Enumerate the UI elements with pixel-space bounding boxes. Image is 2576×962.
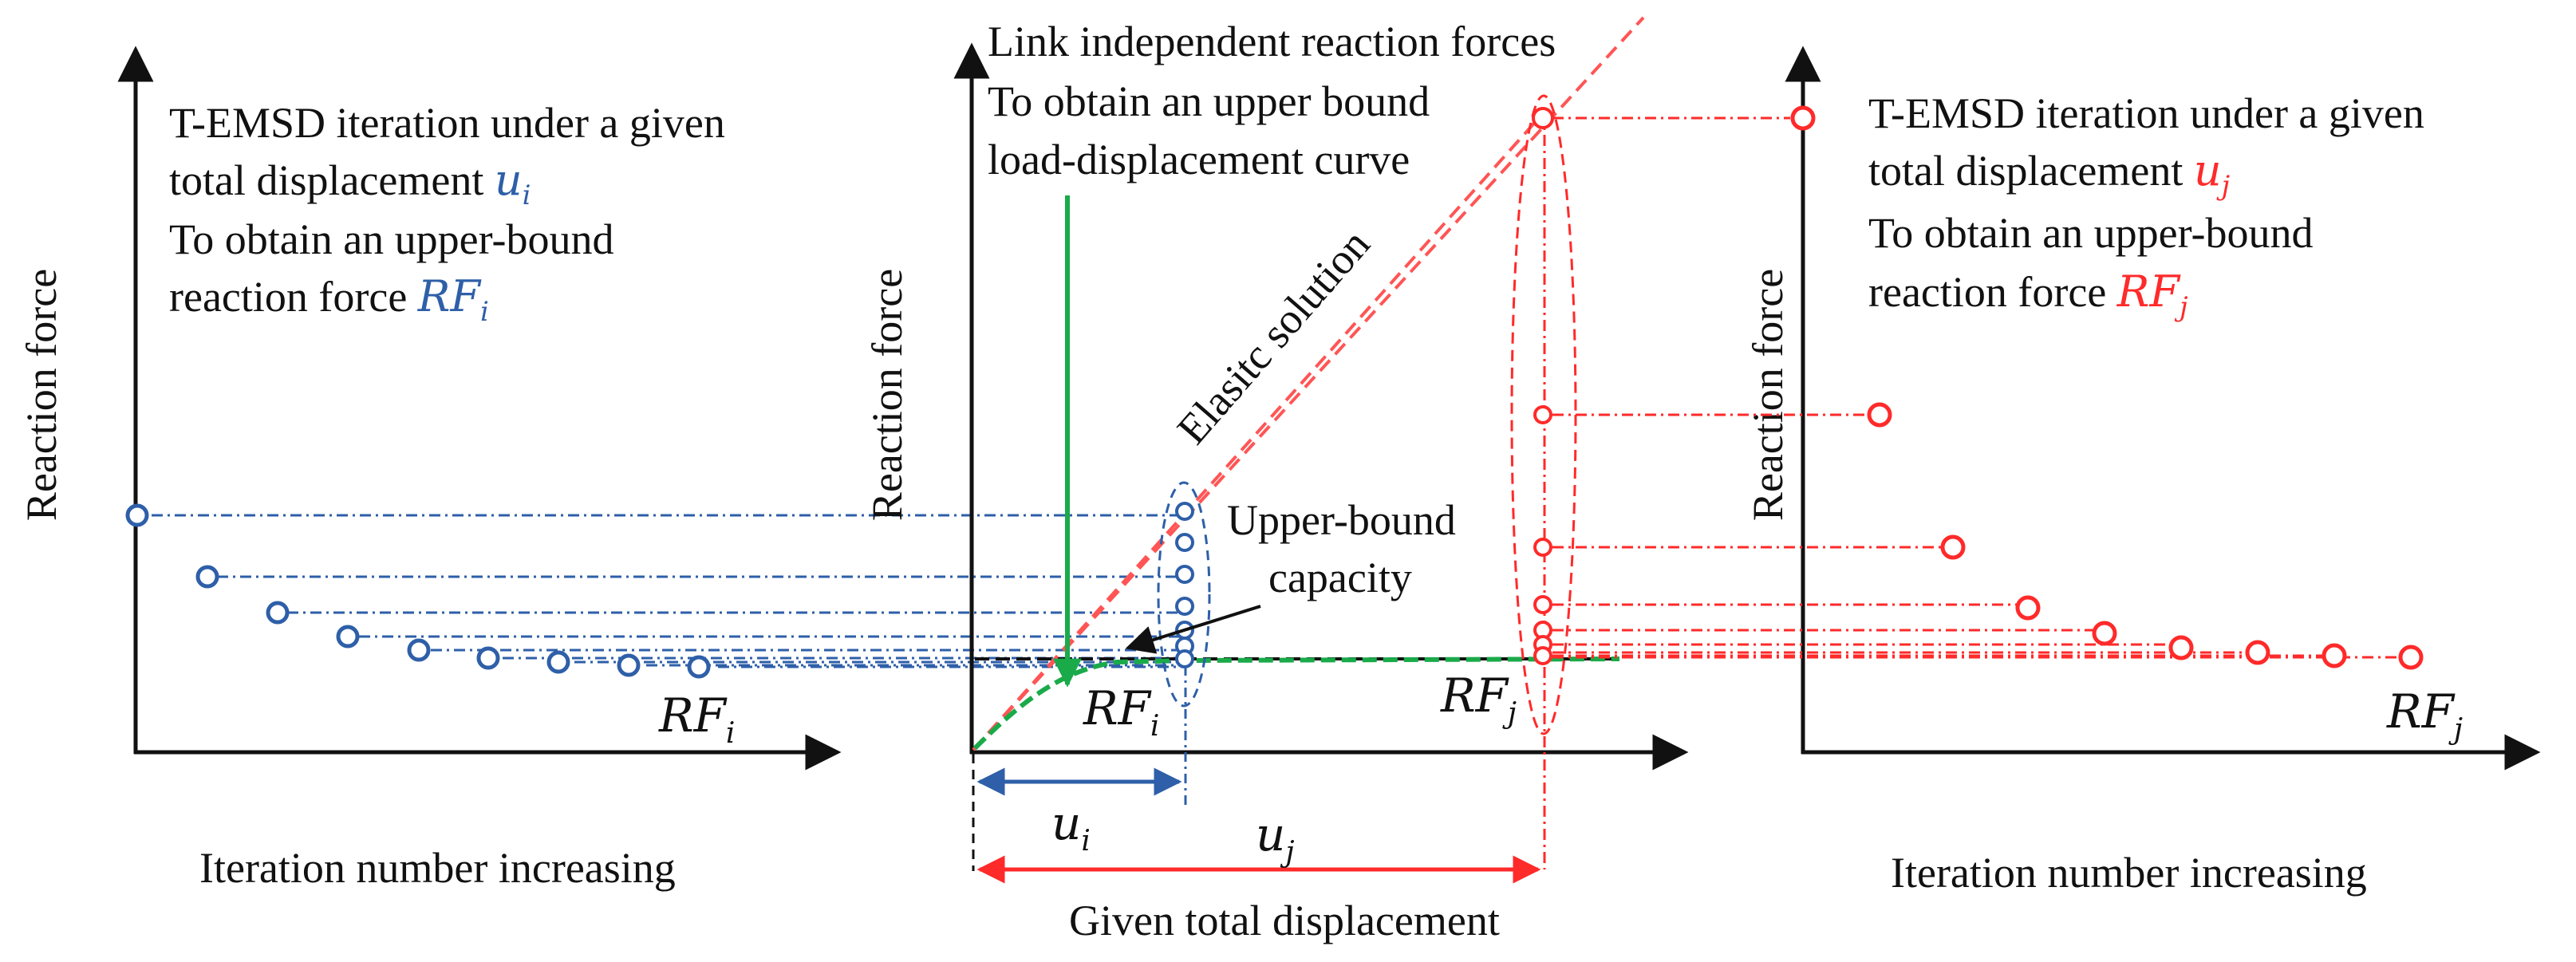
- uj-point: [1533, 405, 1552, 424]
- right-desc-line3: To obtain an upper-bound: [1868, 209, 2314, 257]
- left-point: [546, 650, 570, 674]
- left-series-label: RFi: [658, 688, 735, 750]
- middle-xlabel: Given total displacement: [1069, 897, 1500, 944]
- middle-panel: Reaction force Given total displacement …: [863, 16, 1689, 944]
- left-desc-line3: To obtain an upper-bound: [169, 215, 614, 263]
- right-point: [1790, 105, 1816, 131]
- capacity-label-line1: Upper-bound: [1227, 496, 1456, 544]
- left-desc-line1: T-EMSD iteration under a given: [169, 99, 725, 147]
- ui-cluster-ellipse: [1157, 481, 1211, 708]
- left-point: [336, 625, 360, 649]
- ui-point: [1175, 597, 1194, 616]
- uj-point: [1532, 107, 1554, 129]
- left-point: [617, 653, 641, 677]
- left-iteration-points: [125, 503, 711, 679]
- uj-point: [1533, 595, 1552, 614]
- capacity-label-line2: capacity: [1268, 554, 1412, 601]
- right-point: [2168, 635, 2194, 660]
- elastic-solution-line: [972, 16, 1645, 751]
- left-desc-line4: reaction force RFi: [169, 271, 489, 328]
- ui-label: ui: [1051, 796, 1091, 858]
- middle-title-line2: To obtain an upper bound: [988, 77, 1430, 125]
- ui-point: [1175, 649, 1194, 668]
- ui-point: [1175, 502, 1194, 521]
- ui-points: [1175, 502, 1194, 668]
- left-point: [407, 638, 431, 662]
- right-point: [1867, 402, 1892, 428]
- left-point: [266, 601, 290, 625]
- middle-ylabel: Reaction force: [863, 269, 911, 521]
- uj-points: [1532, 107, 1554, 665]
- right-point: [1940, 534, 1966, 560]
- right-point: [2322, 643, 2347, 668]
- right-point: [2092, 621, 2117, 646]
- uj-label: uj: [1256, 807, 1295, 869]
- right-point: [2015, 595, 2041, 621]
- middle-rfj-label: RFj: [1440, 668, 1517, 730]
- middle-rfi-label: RFi: [1083, 681, 1159, 743]
- uj-point: [1533, 538, 1552, 557]
- right-panel: Reaction force Iteration number increasi…: [1552, 45, 2541, 897]
- right-xlabel: Iteration number increasing: [1891, 849, 2367, 897]
- right-desc-line2: total displacement uj: [1868, 145, 2231, 202]
- right-desc-line4: reaction force RFj: [1868, 266, 2188, 323]
- left-point: [125, 503, 149, 527]
- ui-point: [1175, 565, 1194, 584]
- left-xlabel: Iteration number increasing: [199, 844, 676, 892]
- left-point: [687, 655, 711, 679]
- left-point: [195, 565, 219, 589]
- right-ylabel: Reaction force: [1744, 269, 1792, 521]
- capacity-arrow: [1125, 605, 1261, 654]
- right-desc-line1: T-EMSD iteration under a given: [1868, 89, 2424, 137]
- left-ylabel: Reaction force: [18, 269, 65, 521]
- left-guide-lines: [152, 514, 1185, 668]
- left-point: [476, 646, 500, 670]
- load-displacement-curve: [972, 656, 1620, 751]
- elastic-solution-line-2: [972, 110, 1546, 751]
- elastic-solution-label: Elasitc solution: [1168, 220, 1379, 453]
- left-panel: Reaction force Iteration number increasi…: [18, 45, 1185, 892]
- middle-title-line1: Link independent reaction forces: [988, 18, 1556, 65]
- uj-point: [1533, 646, 1552, 665]
- right-point: [2245, 640, 2270, 665]
- right-guide-lines: [1552, 116, 2398, 659]
- left-desc-line2: total displacement ui: [169, 155, 531, 211]
- right-iteration-points: [1790, 105, 2424, 670]
- right-point: [2398, 645, 2424, 670]
- ui-point: [1175, 533, 1194, 552]
- right-series-label: RFj: [2386, 684, 2463, 746]
- middle-title-line3: load-displacement curve: [988, 136, 1410, 183]
